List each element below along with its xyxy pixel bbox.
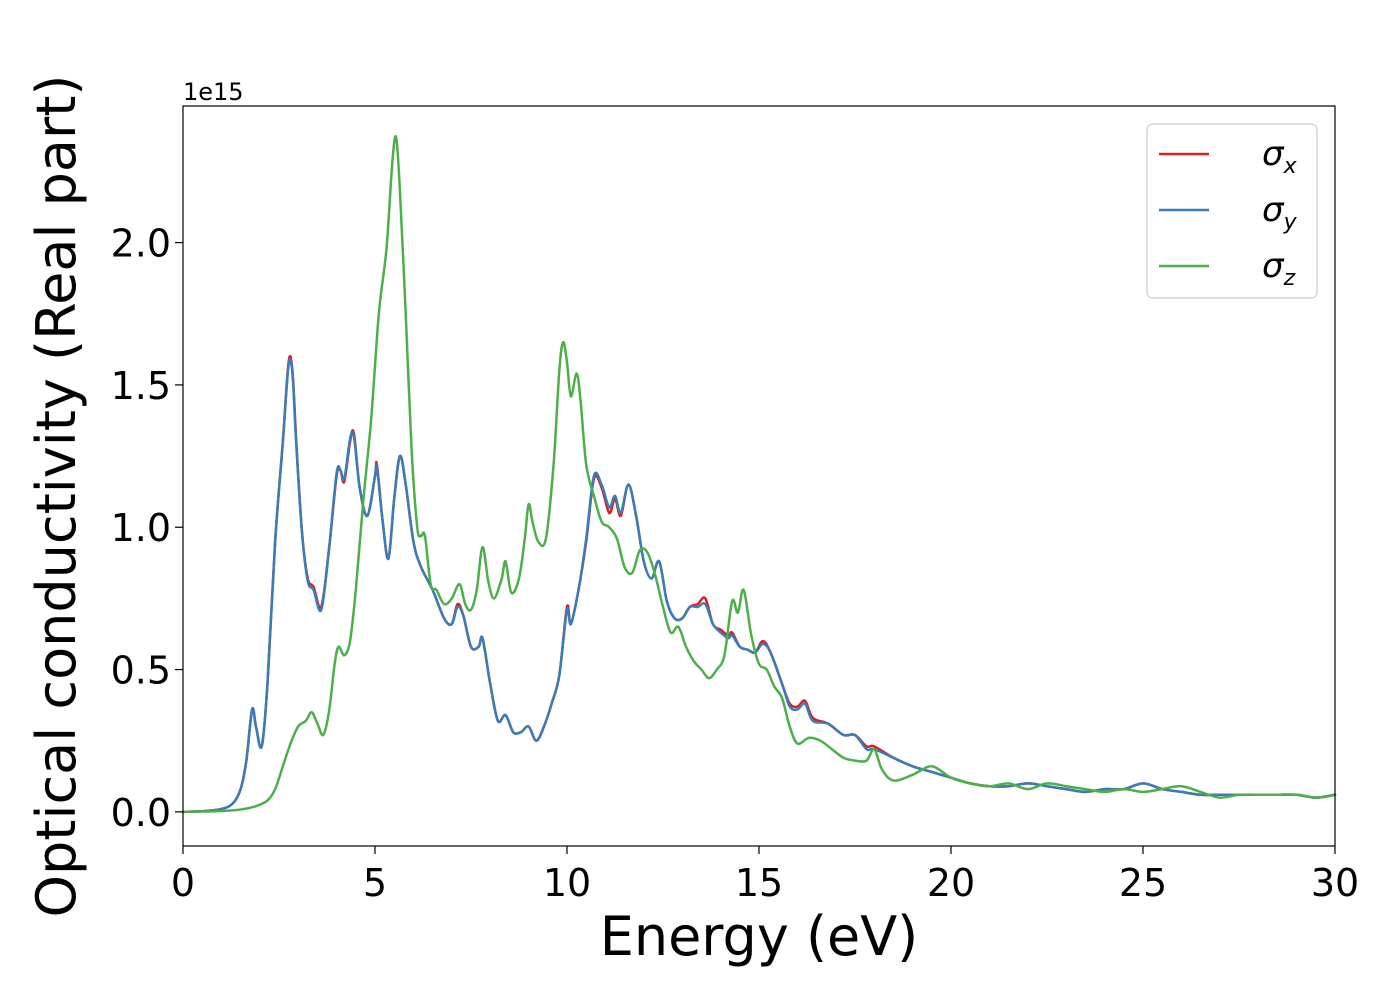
legend-label-x: σx xyxy=(1262,134,1298,179)
y-tick-label: 2.0 xyxy=(111,222,171,266)
x-tick-label: 5 xyxy=(363,861,387,905)
x-tick-label: 25 xyxy=(1119,861,1167,905)
legend: σx σy σz xyxy=(1146,123,1318,299)
y-tick-label: 0.5 xyxy=(111,649,171,693)
series-line-z xyxy=(181,135,1337,814)
x-tick-label: 30 xyxy=(1311,861,1359,905)
x-axis: 0 5 10 15 20 25 30 xyxy=(171,846,1359,905)
x-tick-label: 20 xyxy=(927,861,975,905)
series-layer xyxy=(181,135,1337,814)
x-tick-label: 10 xyxy=(543,861,591,905)
x-tick-label: 15 xyxy=(735,861,783,905)
y-axis-title: Optical conductivity (Real part) xyxy=(25,75,88,918)
legend-label-z: σz xyxy=(1262,246,1296,291)
x-axis-title: Energy (eV) xyxy=(600,905,919,968)
legend-label-y: σy xyxy=(1262,190,1298,235)
y-offset-label: 1e15 xyxy=(183,78,244,106)
y-axis: 0.0 0.5 1.0 1.5 2.0 xyxy=(111,222,183,835)
legend-box xyxy=(1146,123,1318,299)
y-tick-label: 1.5 xyxy=(111,364,171,408)
y-tick-label: 1.0 xyxy=(111,506,171,550)
y-tick-label: 0.0 xyxy=(111,791,171,835)
x-tick-label: 0 xyxy=(171,861,195,905)
